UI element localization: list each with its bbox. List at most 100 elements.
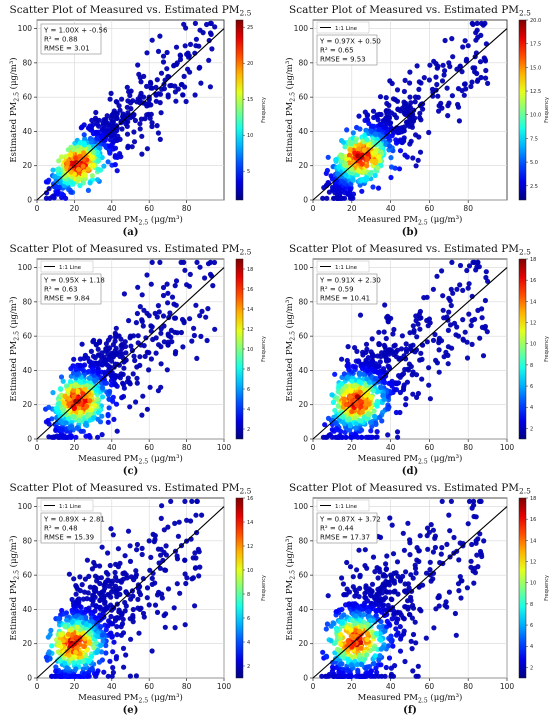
x-axis-label-subscript: 2.5	[138, 220, 148, 227]
data-point	[120, 114, 126, 120]
data-point	[73, 583, 79, 589]
data-point	[169, 339, 175, 345]
data-point	[154, 314, 160, 320]
data-point	[364, 359, 370, 365]
colorbar-tick-label: 18	[530, 496, 536, 502]
one-to-one-line	[312, 28, 508, 201]
data-point	[193, 36, 199, 42]
data-point	[172, 351, 178, 357]
data-point	[410, 155, 416, 161]
data-point	[352, 345, 358, 351]
data-point	[154, 77, 160, 83]
x-axis-label-unit: (μg/m³)	[148, 692, 183, 703]
data-point	[337, 434, 343, 440]
data-point	[118, 579, 124, 585]
panel-caption: (f)	[403, 705, 417, 716]
data-point	[171, 605, 177, 611]
data-point	[137, 606, 143, 612]
data-point	[168, 498, 174, 504]
data-point	[98, 642, 104, 648]
data-point	[326, 189, 332, 195]
data-point	[434, 273, 440, 279]
panel-caption: (a)	[123, 227, 139, 238]
data-point	[152, 536, 158, 543]
data-point	[107, 388, 113, 394]
data-point	[427, 567, 433, 573]
data-point	[360, 169, 366, 175]
data-point	[374, 565, 380, 571]
data-point	[390, 331, 396, 337]
data-point	[158, 330, 164, 336]
x-tick-label: 60	[144, 682, 154, 691]
data-point	[325, 180, 332, 186]
scatter-chart-c: Scatter Plot of Measured vs. Estimated P…	[8, 243, 267, 477]
data-point	[75, 148, 81, 154]
data-point	[59, 632, 65, 638]
data-point	[381, 366, 387, 372]
data-point	[127, 673, 133, 679]
colorbar-label: Frequency	[261, 575, 267, 601]
x-tick-label: 20	[70, 443, 80, 452]
data-point	[350, 363, 356, 369]
x-axis-label-text: Measured PM	[358, 454, 419, 464]
data-point	[87, 383, 94, 389]
colorbar-tick-label: 6	[247, 616, 250, 622]
data-point	[482, 297, 488, 304]
x-axis-label: Measured PM2.5 (μg/m³)	[78, 453, 183, 466]
data-point	[348, 181, 354, 187]
data-point	[374, 434, 380, 440]
data-point	[469, 79, 475, 85]
data-point	[180, 344, 186, 350]
stats-box-frame	[40, 273, 102, 305]
data-point	[71, 660, 77, 666]
data-point	[473, 538, 479, 544]
data-point	[482, 20, 488, 26]
data-point	[74, 620, 80, 626]
data-point	[359, 177, 365, 183]
data-point	[73, 634, 79, 640]
data-point	[184, 517, 190, 523]
data-point	[92, 402, 98, 409]
data-point	[414, 394, 420, 400]
data-point	[110, 649, 116, 655]
data-point	[466, 498, 473, 504]
data-point	[43, 195, 50, 201]
data-point	[112, 374, 119, 380]
data-point	[71, 405, 77, 411]
x-tick-label: 0	[35, 443, 40, 452]
data-point	[165, 74, 171, 80]
data-point	[136, 630, 142, 636]
data-point	[129, 347, 135, 354]
data-point	[355, 604, 362, 610]
data-point	[64, 648, 70, 654]
data-point	[376, 624, 382, 630]
data-point	[148, 554, 154, 560]
data-point	[445, 361, 451, 367]
data-point	[477, 59, 484, 65]
data-point	[338, 632, 344, 638]
data-point	[431, 625, 437, 631]
legend-box	[316, 499, 370, 512]
data-point	[152, 580, 158, 586]
data-point	[67, 152, 74, 158]
data-point	[388, 124, 394, 130]
data-point	[368, 428, 374, 434]
data-point	[53, 183, 59, 189]
data-point	[477, 335, 483, 341]
data-point	[88, 348, 94, 354]
data-point	[393, 387, 400, 393]
data-point	[128, 636, 134, 642]
y-axis-label-text: Estimated PM	[285, 579, 295, 640]
colorbar-tick-label: 15.0	[530, 65, 541, 71]
data-point	[130, 619, 136, 625]
data-point	[361, 611, 367, 618]
x-tick-label: 80	[463, 682, 473, 691]
data-point	[65, 631, 71, 637]
data-point	[177, 56, 184, 63]
data-point	[125, 528, 132, 534]
data-point	[128, 100, 134, 106]
data-point	[165, 290, 171, 296]
data-point	[107, 143, 113, 149]
chart-title-text: Scatter Plot of Measured vs. Estimated P…	[10, 243, 240, 255]
data-point	[102, 581, 108, 587]
